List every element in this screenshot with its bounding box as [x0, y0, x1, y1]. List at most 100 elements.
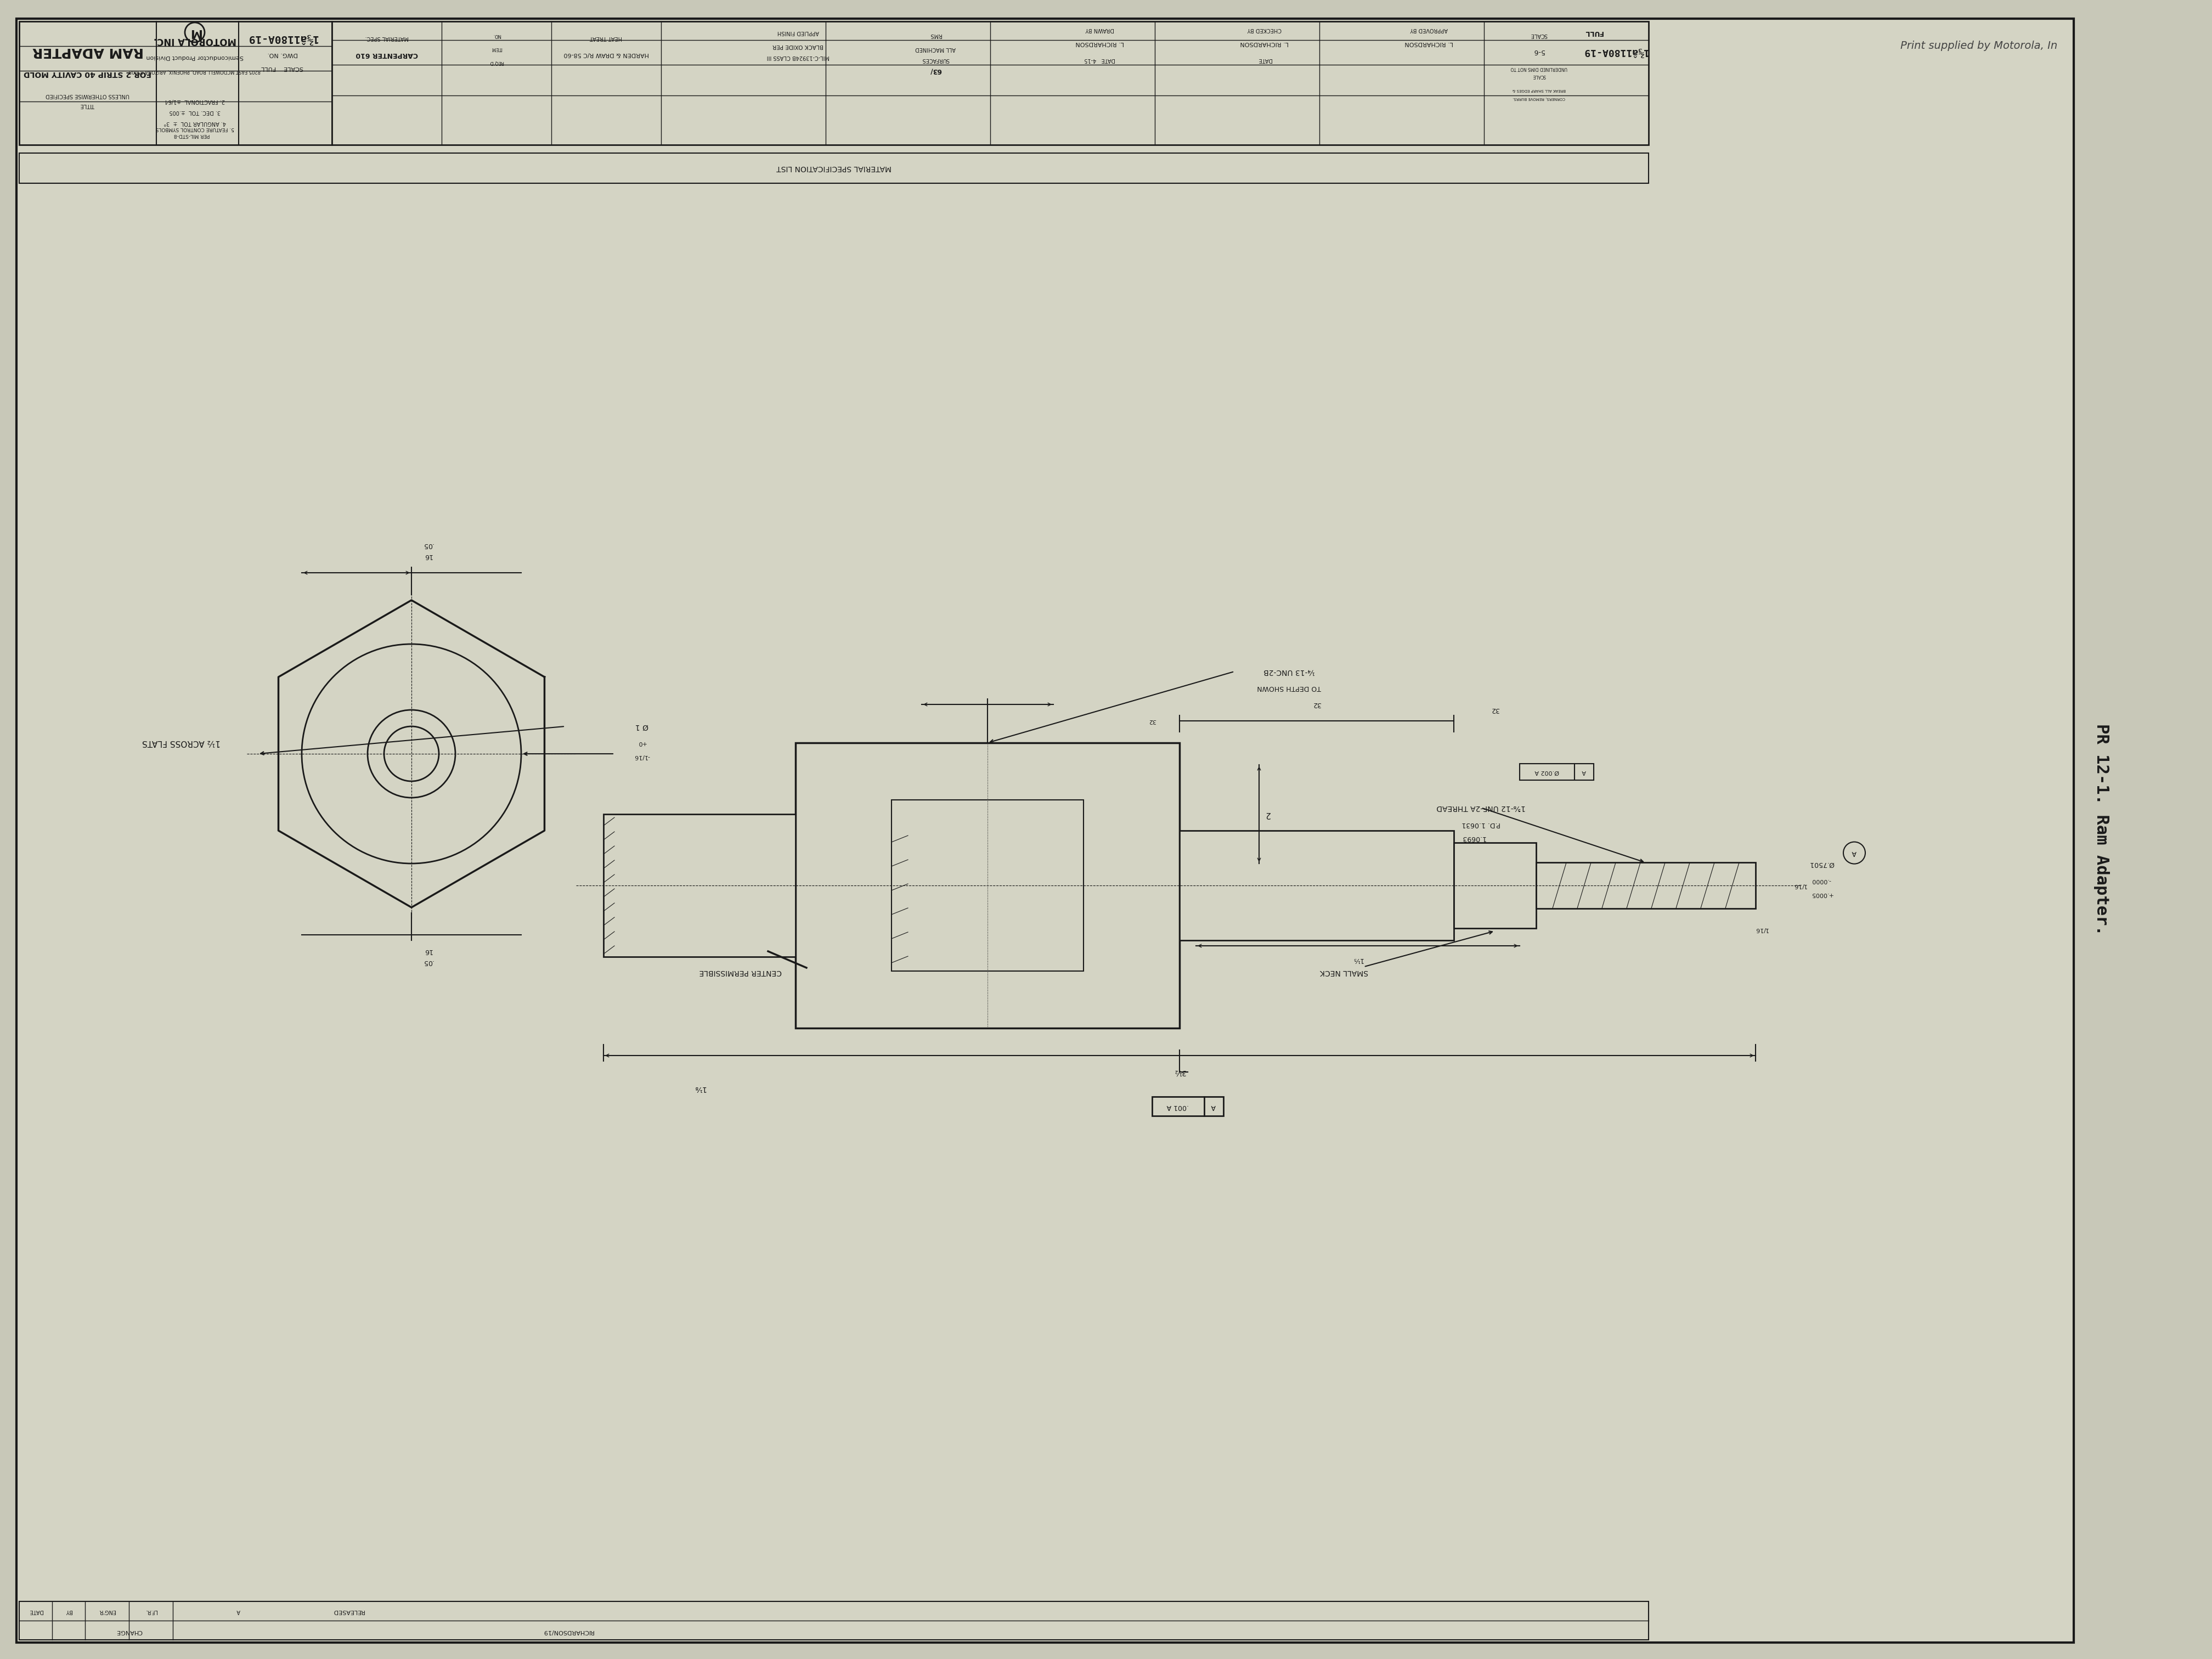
Text: MATERIAL SPECIFICATION LIST: MATERIAL SPECIFICATION LIST [776, 164, 891, 173]
Text: PR 12-1. Ram Adapter.: PR 12-1. Ram Adapter. [2093, 723, 2108, 936]
Text: 1½ ACROSS FLATS: 1½ ACROSS FLATS [142, 738, 221, 747]
Text: SCALE: SCALE [1531, 33, 1548, 38]
Bar [604, 815, 796, 957]
Text: 32: 32 [1491, 707, 1500, 713]
Bar [1575, 763, 1593, 780]
Text: APPLIED FINISH: APPLIED FINISH [776, 30, 818, 35]
Text: DRAWN BY: DRAWN BY [1086, 27, 1115, 33]
Text: DATE   4-15: DATE 4-15 [1084, 56, 1115, 63]
Text: MIL-C-13924B CLASS III: MIL-C-13924B CLASS III [768, 55, 830, 60]
Text: Ø.7501: Ø.7501 [1809, 861, 1834, 868]
Text: APPROVED BY: APPROVED BY [1411, 27, 1449, 33]
Text: Ø.002 A: Ø.002 A [1535, 770, 1559, 775]
Text: DWG. NO.: DWG. NO. [268, 51, 299, 56]
Text: A: A [1212, 1103, 1217, 1110]
Text: 1⅔â1180A-19: 1⅔â1180A-19 [1584, 46, 1648, 56]
Text: FULL: FULL [1584, 28, 1604, 36]
Text: 1/16: 1/16 [1754, 927, 1767, 932]
Bar [20, 153, 1648, 182]
Text: MATERIAL SPEC.: MATERIAL SPEC. [365, 35, 409, 40]
Text: NO.: NO. [493, 33, 500, 38]
Text: UNLESS OTHERWISE SPECIFIED: UNLESS OTHERWISE SPECIFIED [46, 93, 131, 98]
Text: BREAK ALL SHARP EDGES &: BREAK ALL SHARP EDGES & [1513, 88, 1566, 91]
Bar [1152, 1097, 1223, 1117]
Text: CHANGE: CHANGE [115, 1629, 142, 1634]
Text: 3. DEC. TOL  ±.005: 3. DEC. TOL ±.005 [168, 109, 221, 114]
Text: 32: 32 [1312, 700, 1321, 708]
Text: ALL MACHINED: ALL MACHINED [916, 46, 956, 51]
Text: DATE: DATE [1259, 56, 1272, 63]
Text: CORNERS, REMOVE BURRS.: CORNERS, REMOVE BURRS. [1513, 96, 1566, 100]
Bar [1179, 831, 1453, 941]
Text: RMS: RMS [929, 33, 942, 38]
Text: +0: +0 [637, 740, 646, 745]
Text: 8205 EAST MCDOWELL ROAD, PHOENIX, ARIZONA 85008: 8205 EAST MCDOWELL ROAD, PHOENIX, ARIZON… [128, 68, 261, 73]
Text: 63/: 63/ [929, 68, 942, 75]
Text: FOR 2 STRIP 40 CAVITY MOLD: FOR 2 STRIP 40 CAVITY MOLD [24, 70, 153, 78]
Text: ENG'R: ENG'R [100, 1609, 115, 1614]
Text: .05: .05 [422, 542, 434, 549]
Text: -1/16: -1/16 [635, 753, 650, 760]
Text: A: A [1851, 849, 1856, 856]
Text: A: A [1582, 770, 1586, 775]
Text: 1⅟₅: 1⅟₅ [1352, 956, 1363, 964]
Text: SCALE: SCALE [1533, 73, 1546, 78]
Text: TITLE: TITLE [80, 103, 95, 108]
Text: M: M [188, 27, 201, 38]
Text: Print supplied by Motorola, In: Print supplied by Motorola, In [1900, 40, 2057, 51]
Bar [796, 743, 1179, 1029]
Text: SMALL NECK: SMALL NECK [1321, 931, 1493, 975]
Text: 1⅔â1180A-19: 1⅔â1180A-19 [248, 33, 319, 43]
Text: RELEASED: RELEASED [332, 1609, 365, 1614]
Text: 5-6: 5-6 [1533, 48, 1544, 55]
Text: 32: 32 [1148, 718, 1157, 723]
Text: P.D. 1.0631: P.D. 1.0631 [1462, 821, 1500, 828]
Text: .001 A: .001 A [1166, 1103, 1188, 1110]
Text: PER MIL-STD-8: PER MIL-STD-8 [173, 133, 217, 138]
Text: 2. FRACTIONAL  ±1/64: 2. FRACTIONAL ±1/64 [164, 98, 226, 103]
Text: BY: BY [64, 1609, 73, 1614]
Text: HEAT TREAT: HEAT TREAT [591, 35, 622, 40]
Text: UNDERLINED DIMS NOT TO: UNDERLINED DIMS NOT TO [1511, 66, 1568, 70]
Text: CENTER PERMISSIBLE: CENTER PERMISSIBLE [699, 969, 781, 975]
Text: RAM ADAPTER: RAM ADAPTER [33, 45, 144, 58]
Text: 16: 16 [422, 947, 431, 956]
Text: SURFACES: SURFACES [922, 56, 949, 63]
Text: Semiconductor Product Division: Semiconductor Product Division [146, 55, 243, 60]
Text: SCALE    FULL: SCALE FULL [261, 65, 303, 71]
Text: L. RICHARDSON: L. RICHARDSON [1075, 40, 1124, 46]
Text: +.0005: +.0005 [1809, 891, 1832, 898]
Text: 1⅛: 1⅛ [692, 1085, 706, 1092]
Text: HARDEN & DRAW R/C 58-60: HARDEN & DRAW R/C 58-60 [564, 51, 648, 56]
Text: -.0000: -.0000 [1812, 878, 1832, 883]
Text: ITEM: ITEM [491, 46, 502, 51]
Text: 4. ANGULAR TOL  ±  3°: 4. ANGULAR TOL ± 3° [164, 119, 226, 126]
Text: 5. FEATURE CONTROL SYMBOLS: 5. FEATURE CONTROL SYMBOLS [155, 126, 234, 131]
Text: 3½: 3½ [1172, 1068, 1186, 1075]
Text: 16: 16 [422, 552, 431, 559]
Text: REQ'D: REQ'D [489, 60, 504, 65]
Text: MOTOROLA INC.: MOTOROLA INC. [153, 35, 237, 45]
Text: .05: .05 [422, 959, 434, 966]
Bar [332, 22, 1648, 144]
Text: Ø 1: Ø 1 [635, 723, 648, 730]
Text: LF.R.: LF.R. [144, 1609, 157, 1614]
Text: BLACK OXIDE PER: BLACK OXIDE PER [772, 43, 823, 48]
Bar [20, 1601, 1648, 1639]
Text: A: A [237, 1609, 241, 1614]
Text: 2: 2 [1265, 810, 1270, 818]
Text: L. RICHARDSON: L. RICHARDSON [1241, 40, 1290, 46]
Text: CARPENTER 610: CARPENTER 610 [356, 51, 418, 58]
Text: TO DEPTH SHOWN: TO DEPTH SHOWN [1256, 685, 1321, 692]
Text: CHECKED BY: CHECKED BY [1248, 27, 1281, 33]
Text: ¼-13 UNC-2B: ¼-13 UNC-2B [1263, 667, 1314, 675]
Bar [1520, 763, 1575, 780]
Text: L. RICHARDSON: L. RICHARDSON [1405, 40, 1453, 46]
Bar [1535, 863, 1756, 907]
Bar [891, 800, 1084, 971]
Text: 1⅝-12 UNF-2A THREAD: 1⅝-12 UNF-2A THREAD [1436, 805, 1526, 811]
Text: RICHARDSON/19: RICHARDSON/19 [542, 1629, 593, 1634]
Text: DATE: DATE [29, 1609, 42, 1614]
Text: 1.0693: 1.0693 [1462, 834, 1500, 841]
Bar [20, 22, 332, 144]
